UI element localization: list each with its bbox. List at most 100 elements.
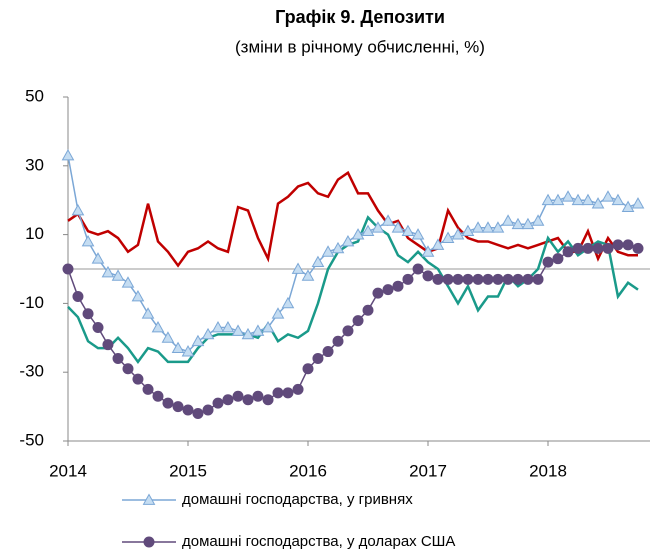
point-marker	[332, 335, 344, 347]
point-marker	[211, 320, 225, 333]
point-marker	[611, 193, 625, 206]
point-marker	[492, 273, 504, 285]
point-marker	[481, 221, 495, 233]
point-marker	[491, 221, 505, 233]
point-marker	[282, 387, 294, 399]
point-marker	[301, 269, 315, 281]
point-marker	[192, 407, 204, 419]
point-marker	[561, 190, 575, 202]
point-marker	[62, 263, 74, 275]
point-marker	[632, 242, 644, 254]
point-marker	[612, 239, 624, 251]
point-marker	[121, 276, 135, 288]
x-tick-label: 2015	[169, 461, 207, 480]
point-marker	[421, 245, 435, 257]
point-marker	[143, 536, 155, 548]
point-marker	[442, 273, 454, 285]
point-marker	[102, 339, 114, 351]
point-marker	[112, 352, 124, 364]
point-marker	[631, 197, 645, 209]
point-marker	[241, 327, 255, 340]
point-marker	[621, 200, 635, 212]
legend-label: домашні господарства, у гривнях	[182, 491, 413, 508]
point-marker	[312, 352, 324, 364]
y-tick-label: 50	[25, 86, 44, 105]
point-marker	[572, 242, 584, 254]
point-marker	[581, 193, 595, 206]
point-marker	[322, 346, 334, 358]
point-marker	[191, 334, 205, 347]
chart-subtitle: (зміни в річному обчисленні, %)	[235, 37, 485, 56]
point-marker	[91, 252, 105, 264]
series-line	[67, 170, 638, 268]
x-tick-label: 2017	[409, 461, 447, 480]
point-marker	[411, 228, 425, 240]
point-marker	[482, 273, 494, 285]
point-marker	[622, 239, 634, 251]
point-marker	[501, 214, 515, 226]
chart-title: Графік 9. Депозити	[275, 7, 445, 27]
point-marker	[412, 263, 424, 275]
x-tick-label: 2016	[289, 461, 327, 480]
point-marker	[272, 387, 284, 399]
y-tick-label: -10	[19, 293, 44, 312]
point-marker	[471, 221, 485, 233]
point-marker	[461, 224, 475, 237]
point-marker	[72, 291, 84, 303]
point-marker	[371, 221, 385, 233]
point-marker	[402, 273, 414, 285]
point-marker	[541, 193, 555, 206]
point-marker	[502, 273, 514, 285]
point-marker	[401, 224, 415, 237]
point-marker	[601, 190, 615, 202]
point-marker	[111, 269, 125, 281]
point-marker	[201, 327, 215, 340]
point-marker	[151, 320, 165, 333]
point-marker	[92, 321, 104, 333]
point-marker	[592, 242, 604, 254]
point-marker	[321, 245, 335, 257]
point-marker	[251, 324, 265, 336]
point-marker	[281, 296, 295, 309]
point-marker	[311, 255, 325, 268]
point-marker	[271, 307, 285, 319]
point-marker	[122, 363, 134, 375]
point-marker	[551, 193, 565, 206]
point-marker	[531, 214, 545, 226]
point-marker	[291, 262, 305, 274]
point-marker	[202, 404, 214, 416]
point-marker	[472, 273, 484, 285]
point-marker	[141, 307, 155, 319]
y-tick-label: 30	[25, 155, 44, 174]
point-marker	[302, 363, 314, 375]
point-marker	[391, 221, 405, 233]
point-marker	[61, 148, 75, 161]
y-tick-label: -50	[19, 430, 44, 449]
point-marker	[171, 341, 185, 354]
point-marker	[142, 383, 154, 395]
point-marker	[152, 390, 164, 402]
point-marker	[441, 231, 455, 243]
point-marker	[101, 265, 115, 278]
point-marker	[582, 242, 594, 254]
point-marker	[341, 234, 355, 247]
point-marker	[132, 373, 144, 385]
series-line	[67, 215, 639, 365]
point-marker	[172, 401, 184, 413]
point-marker	[591, 197, 605, 209]
point-marker	[212, 397, 224, 409]
point-marker	[511, 217, 525, 230]
point-marker	[392, 280, 404, 292]
point-marker	[452, 273, 464, 285]
point-marker	[431, 238, 445, 250]
point-marker	[292, 383, 304, 395]
point-marker	[571, 193, 585, 206]
point-marker	[522, 273, 534, 285]
legend-label: домашні господарства, у доларах США	[182, 533, 455, 550]
point-marker	[221, 320, 235, 333]
y-tick-label: -30	[19, 362, 44, 381]
point-marker	[182, 404, 194, 416]
series-line	[67, 244, 639, 415]
point-marker	[451, 228, 465, 240]
